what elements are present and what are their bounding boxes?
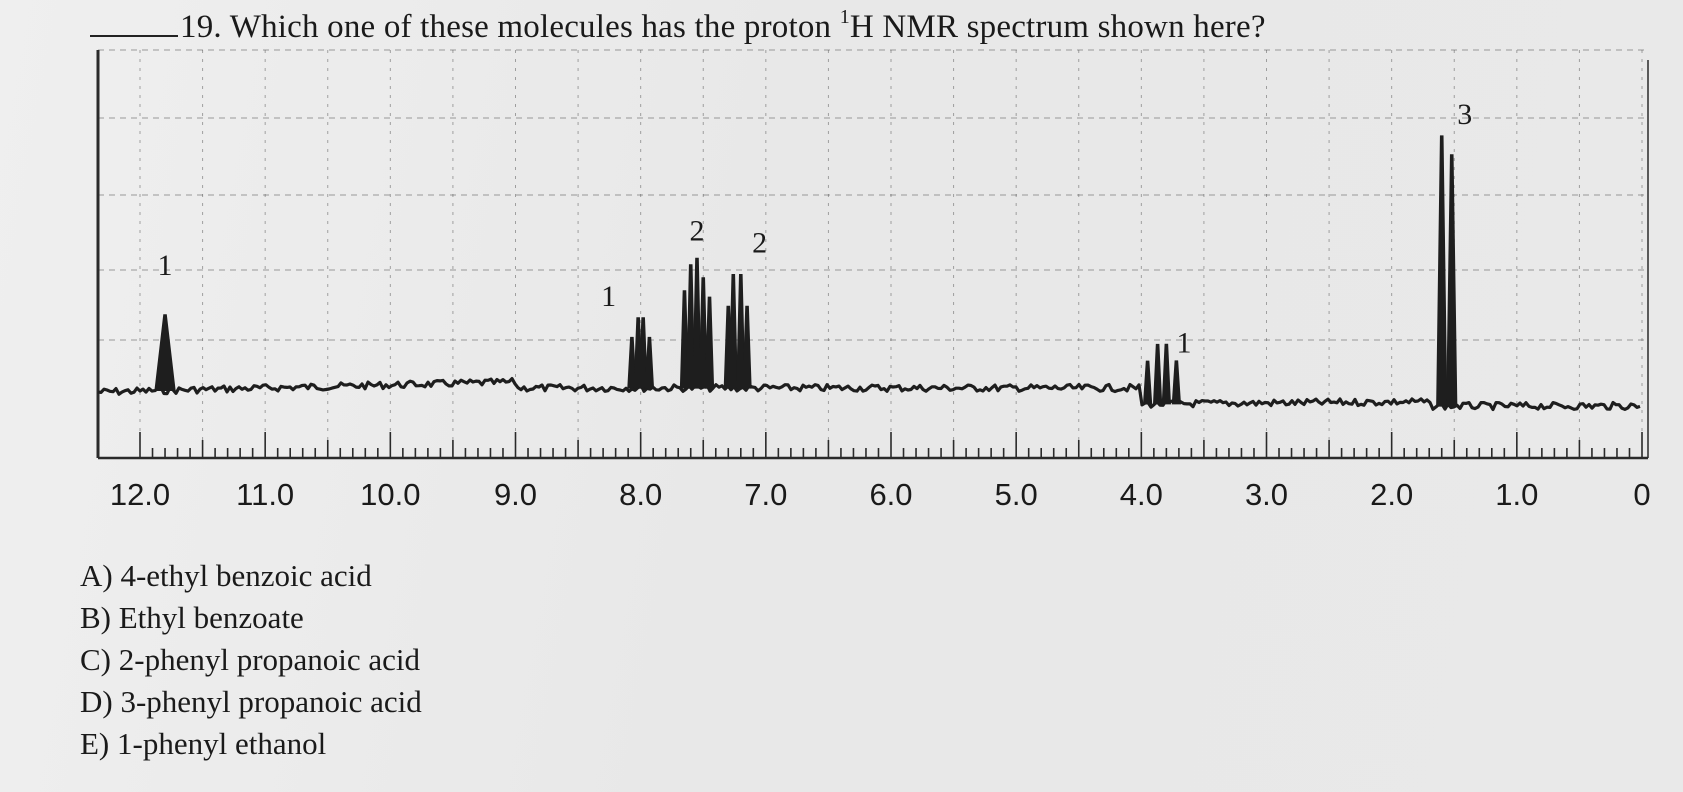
peak-line	[1152, 343, 1163, 405]
peak-line	[1171, 360, 1182, 405]
integration-labels: 1 1 2 2 1 3	[158, 98, 1473, 359]
x-tick-label: 2.0	[1370, 477, 1413, 512]
nmr-spectrum-chart: 1 1 2 2 1 3 12.0 11.0 10.0 9.0 8.0 7.0 6.0 5.0 4.0 3.0…	[96, 49, 1651, 512]
choice-b[interactable]: B) Ethyl benzoate	[80, 597, 422, 639]
peak-line	[154, 314, 176, 391]
peak-line	[627, 336, 637, 389]
x-tick-label: 1.0	[1495, 477, 1538, 512]
x-tick-label: 3.0	[1245, 477, 1288, 512]
peak-line	[742, 305, 752, 389]
choice-letter: A)	[80, 558, 113, 593]
chart-frame	[96, 50, 1649, 460]
choice-letter: E)	[80, 726, 110, 761]
x-tick-label: 6.0	[869, 477, 912, 512]
peak-line	[686, 264, 696, 389]
choice-letter: B)	[80, 600, 111, 635]
integration-label: 1	[158, 249, 173, 282]
answer-blank[interactable]	[90, 35, 178, 37]
peak-line	[644, 336, 655, 389]
x-axis-ruler	[139, 432, 1643, 458]
peak-line	[736, 274, 746, 389]
x-tick-label: 11.0	[236, 477, 294, 512]
choice-letter: D)	[80, 684, 113, 719]
x-tick-label: 10.0	[360, 477, 420, 512]
choice-d[interactable]: D) 3-phenyl propanoic acid	[80, 681, 422, 723]
integration-label: 2	[689, 214, 704, 247]
peak-line	[1436, 135, 1448, 407]
integration-label: 3	[1457, 98, 1472, 131]
integration-label: 2	[752, 227, 767, 260]
peak-line	[692, 257, 702, 389]
peak-lines	[154, 135, 1458, 407]
peak-line	[1161, 343, 1171, 405]
choice-e[interactable]: E) 1-phenyl ethanol	[80, 723, 422, 765]
peak-line	[698, 277, 708, 389]
question-number: 19.	[180, 9, 222, 45]
question-text: 19. Which one of these molecules has the…	[90, 6, 1266, 46]
x-tick-label: 7.0	[744, 477, 787, 512]
choice-text: 4-ethyl benzoic acid	[120, 558, 372, 593]
question-superscript: 1	[839, 6, 850, 28]
peak-line	[679, 290, 690, 389]
choice-text: Ethyl benzoate	[118, 600, 304, 635]
choice-a[interactable]: A) 4-ethyl benzoic acid	[80, 555, 422, 597]
peak-line	[638, 317, 648, 389]
peak-line	[704, 296, 715, 389]
baseline-trace	[97, 377, 1641, 412]
x-axis-tick-labels: 12.0 11.0 10.0 9.0 8.0 7.0 6.0 5.0 4.0 3.0 2.0 1.0 0	[110, 477, 1651, 512]
peak-line	[728, 274, 738, 389]
integration-label: 1	[1176, 326, 1191, 359]
choice-text: 3-phenyl propanoic acid	[120, 684, 422, 719]
choice-text: 2-phenyl propanoic acid	[118, 642, 421, 677]
answer-choices: A) 4-ethyl benzoic acid B) Ethyl benzoat…	[80, 555, 422, 765]
peak-line	[1446, 154, 1458, 407]
question-text-after: H NMR spectrum shown here?	[849, 9, 1266, 45]
question-text-before: Which one of these molecules has the pro…	[229, 9, 840, 45]
x-tick-label: 9.0	[494, 477, 537, 512]
choice-text: 1-phenyl ethanol	[117, 726, 327, 761]
x-tick-label: 5.0	[995, 477, 1038, 512]
spectrum-trace	[97, 377, 1641, 412]
choice-letter: C)	[80, 642, 111, 677]
peak-line	[1142, 360, 1153, 405]
chart-grid	[98, 49, 1648, 446]
x-tick-label: 4.0	[1120, 477, 1163, 512]
x-tick-label: 12.0	[110, 477, 170, 512]
x-tick-label: 8.0	[619, 477, 662, 512]
x-tick-label: 0	[1633, 477, 1650, 512]
choice-c[interactable]: C) 2-phenyl propanoic acid	[80, 639, 422, 681]
integration-label: 1	[601, 280, 616, 313]
